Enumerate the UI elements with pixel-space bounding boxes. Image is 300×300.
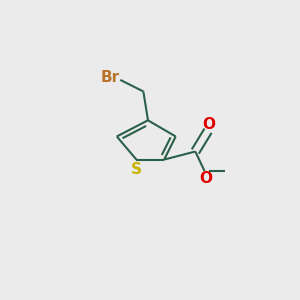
Text: Br: Br	[100, 70, 119, 85]
Text: S: S	[131, 162, 142, 177]
Text: O: O	[199, 171, 212, 186]
Text: O: O	[203, 117, 216, 132]
